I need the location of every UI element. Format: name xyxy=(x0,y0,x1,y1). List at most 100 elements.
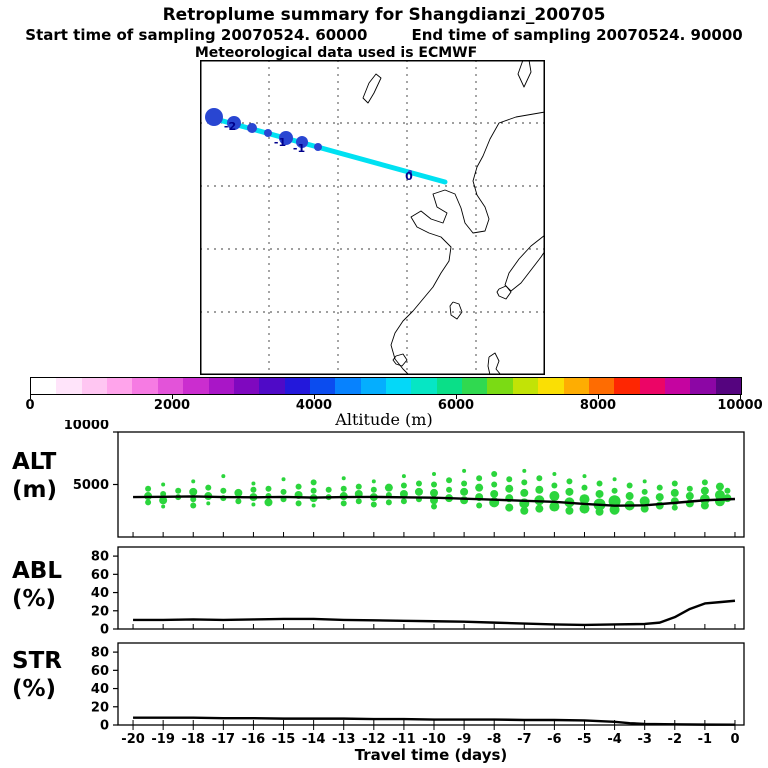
x-tick-label: -10 xyxy=(422,732,446,747)
colorbar-cell xyxy=(614,378,640,394)
alt-panel-unit: (m) xyxy=(12,477,57,503)
colorbar-cell xyxy=(588,378,615,394)
colorbar-tick xyxy=(740,395,741,399)
panel-border xyxy=(117,431,745,538)
colorbar-tick-label: 8000 xyxy=(579,398,617,413)
colorbar-cell xyxy=(664,378,691,394)
x-tick-label: -16 xyxy=(242,732,266,747)
colorbar-tick xyxy=(456,395,457,399)
y-tick-label: 40 xyxy=(91,682,109,697)
altitude-dots xyxy=(144,468,732,516)
y-tick-label: 60 xyxy=(91,664,109,679)
x-tick-label: -7 xyxy=(517,732,531,747)
y-tick-label: 0 xyxy=(100,719,109,734)
colorbar-label: Altitude (m) xyxy=(335,410,433,429)
panel-abl: 0 20 40 60 80 xyxy=(91,546,745,638)
colorbar-cell xyxy=(107,378,133,394)
colorbar-cell xyxy=(639,378,665,394)
colorbar-cell xyxy=(335,378,361,394)
colorbar-tick-label: 4000 xyxy=(295,398,333,413)
x-tick-label: -17 xyxy=(212,732,236,747)
x-tick-label: -8 xyxy=(487,732,501,747)
str-panel-label: STR xyxy=(12,648,62,674)
str-fraction-line xyxy=(133,716,735,726)
colorbar-cell xyxy=(233,378,260,394)
x-tick-label: -20 xyxy=(121,732,145,747)
colorbar-cell xyxy=(386,378,412,394)
y-tick-label: 0 xyxy=(100,623,109,638)
colorbar-cell xyxy=(183,378,209,394)
colorbar-cells xyxy=(31,378,742,394)
trajectory-day-label: -1 xyxy=(293,142,305,155)
colorbar-cell xyxy=(538,378,564,394)
colorbar-cell xyxy=(157,378,184,394)
y-tick-label: 80 xyxy=(91,550,109,565)
x-tick-label: -9 xyxy=(457,732,471,747)
x-tick-label: -19 xyxy=(151,732,175,747)
y-tick-label: 5000 xyxy=(73,478,109,493)
panel-border xyxy=(117,546,745,630)
colorbar-cell xyxy=(715,378,742,394)
colorbar-cell xyxy=(208,378,234,394)
trajectory-day-label: -1 xyxy=(274,136,286,149)
start-time-label: Start time of sampling 20070524. 60000 xyxy=(25,26,368,44)
x-tick-label: -6 xyxy=(547,732,561,747)
trajectory-cluster-dot xyxy=(205,108,223,126)
x-tick-label: -12 xyxy=(362,732,386,747)
trajectory-cluster-dot xyxy=(227,116,241,130)
colorbar-tick xyxy=(30,395,31,399)
abl-panel-label: ABL xyxy=(12,558,62,584)
y-tick-label: 10000 xyxy=(64,420,109,433)
x-axis-label: Travel time (days) xyxy=(354,746,508,764)
colorbar-cell xyxy=(309,378,336,394)
colorbar-cell xyxy=(436,378,463,394)
x-tick-label: -4 xyxy=(607,732,621,747)
map-gridlines xyxy=(200,60,545,375)
page-title: Retroplume summary for Shangdianzi_20070… xyxy=(162,5,606,25)
colorbar-cell xyxy=(563,378,589,394)
trajectory-cluster-dot xyxy=(408,170,412,174)
colorbar-cell xyxy=(411,378,437,394)
colorbar-tick xyxy=(314,395,315,399)
trajectory-cluster-dot xyxy=(247,123,257,133)
x-tick-label: -13 xyxy=(332,732,356,747)
trajectory-cluster-dot xyxy=(279,131,293,145)
str-panel-unit: (%) xyxy=(12,676,57,702)
trajectory-cluster-dot xyxy=(314,143,322,151)
trajectory-day-label: 0 xyxy=(405,170,413,183)
colorbar-cell xyxy=(81,378,108,394)
x-tick-label: -18 xyxy=(181,732,205,747)
colorbar-cell xyxy=(284,378,310,394)
y-tick-label: 20 xyxy=(91,604,109,619)
colorbar-tick xyxy=(172,395,173,399)
trajectory-map: -2 -1 -1 0 xyxy=(200,60,545,375)
x-tick-label: -5 xyxy=(577,732,591,747)
colorbar-cell xyxy=(31,378,57,394)
x-tick-label: 0 xyxy=(730,732,739,747)
x-tick-label: -1 xyxy=(698,732,712,747)
colorbar-tick-label: 6000 xyxy=(437,398,475,413)
colorbar-tick xyxy=(598,395,599,399)
mean-altitude-line xyxy=(133,495,736,507)
coastlines xyxy=(362,60,545,375)
y-tick-label: 80 xyxy=(91,646,109,661)
colorbar-cell xyxy=(487,378,513,394)
abl-panel-unit: (%) xyxy=(12,586,57,612)
colorbar-cell xyxy=(512,378,539,394)
colorbar-cell xyxy=(259,378,285,394)
colorbar-cell xyxy=(360,378,387,394)
colorbar-cell xyxy=(132,378,158,394)
x-tick-label: -11 xyxy=(392,732,416,747)
colorbar-tick-label: 2000 xyxy=(153,398,191,413)
trajectory-day-label: -2 xyxy=(224,120,236,133)
trajectory-cluster-dot xyxy=(264,129,272,137)
map-border xyxy=(200,60,545,375)
colorbar-tick-label: 10000 xyxy=(717,398,763,413)
alt-panel-label: ALT xyxy=(12,449,57,475)
panel-border xyxy=(117,642,745,726)
x-tick-label: -14 xyxy=(302,732,326,747)
x-tick-label: -15 xyxy=(272,732,296,747)
colorbar-cell xyxy=(690,378,716,394)
